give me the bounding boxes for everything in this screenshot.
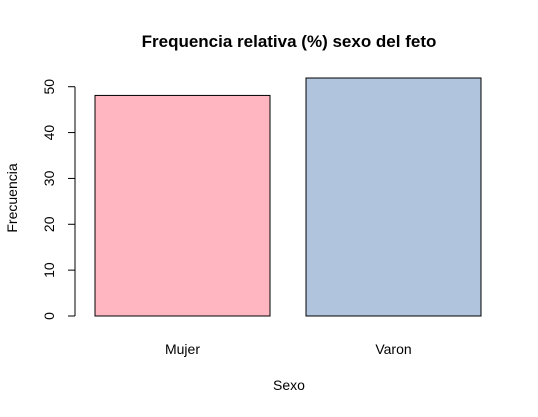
bars-group xyxy=(94,77,482,317)
bar-varon xyxy=(305,77,482,317)
x-axis-labels: Mujer Varon xyxy=(165,341,412,357)
y-axis-label: Frecuencia xyxy=(4,163,20,232)
y-tick-label-10: 10 xyxy=(41,262,57,278)
x-tick-label-varon: Varon xyxy=(375,341,411,357)
y-tick-label-20: 20 xyxy=(41,216,57,232)
y-tick-label-40: 40 xyxy=(41,125,57,141)
y-tick-label-50: 50 xyxy=(41,79,57,95)
y-tick-label-30: 30 xyxy=(41,170,57,186)
bar-mujer xyxy=(94,94,271,317)
x-axis-label: Sexo xyxy=(273,377,305,393)
x-tick-label-mujer: Mujer xyxy=(165,341,200,357)
y-axis: 0 10 20 30 40 50 xyxy=(41,79,76,320)
chart-title: Frequencia relativa (%) sexo del feto xyxy=(142,32,437,51)
y-tick-label-0: 0 xyxy=(41,312,57,320)
